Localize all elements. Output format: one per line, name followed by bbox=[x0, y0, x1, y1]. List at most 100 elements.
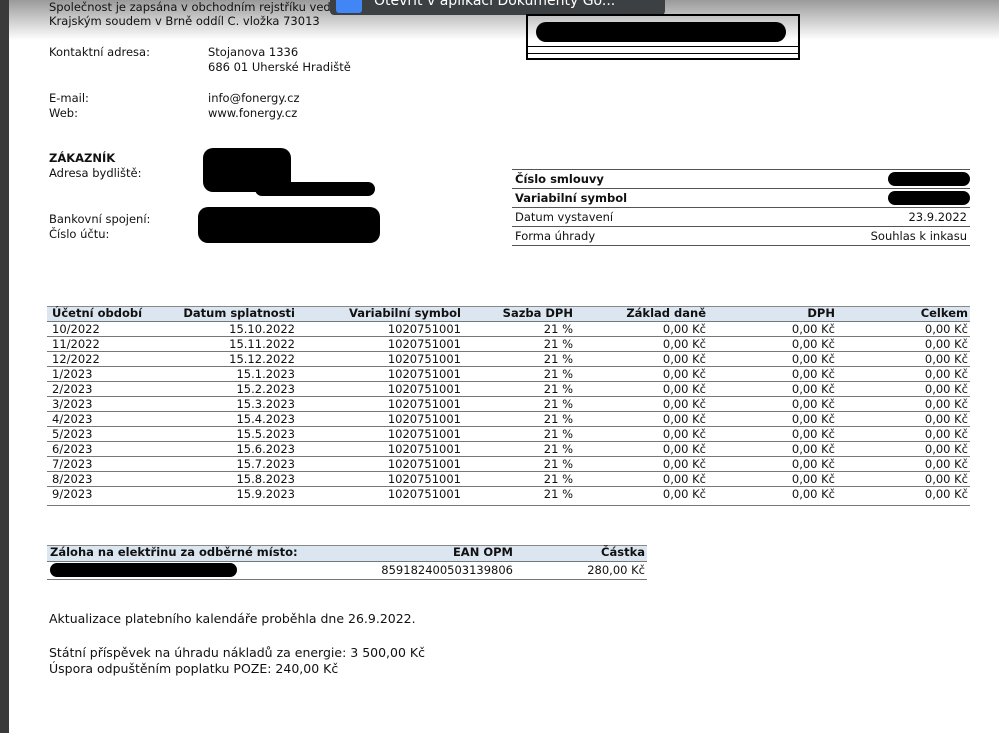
cell: 1020751001 bbox=[387, 472, 461, 486]
cell: 21 % bbox=[543, 382, 573, 396]
label: Variabilní symbol bbox=[515, 191, 628, 205]
cell: 0,00 Kč bbox=[924, 472, 968, 486]
column-header: Sazba DPH bbox=[502, 306, 573, 320]
button-label: Otevřít v aplikaci Dokumenty Go... bbox=[374, 0, 616, 9]
cell: 7/2023 bbox=[52, 457, 93, 471]
label: Bankovní spojení: bbox=[49, 212, 151, 226]
cell: 0,00 Kč bbox=[924, 322, 968, 336]
cell: 0,00 Kč bbox=[791, 412, 835, 426]
rule bbox=[47, 426, 970, 427]
rule bbox=[47, 441, 970, 442]
heading: ZÁKAZNÍK bbox=[49, 151, 116, 165]
cell: 1020751001 bbox=[387, 397, 461, 411]
cell: 21 % bbox=[543, 457, 573, 471]
cell: 0,00 Kč bbox=[791, 322, 835, 336]
cell: 15.11.2022 bbox=[229, 337, 295, 351]
label: Forma úhrady bbox=[515, 229, 596, 243]
cell: 0,00 Kč bbox=[791, 367, 835, 381]
rule bbox=[512, 226, 970, 227]
cell: 21 % bbox=[543, 367, 573, 381]
rule bbox=[47, 456, 970, 457]
cell: 15.7.2023 bbox=[236, 457, 295, 471]
cell: 0,00 Kč bbox=[924, 457, 968, 471]
rule bbox=[47, 486, 970, 487]
cell: 0,00 Kč bbox=[924, 442, 968, 456]
cell: 0,00 Kč bbox=[791, 397, 835, 411]
side-strip bbox=[0, 0, 9, 733]
label: Kontaktní adresa: bbox=[49, 45, 150, 59]
text: www.fonergy.cz bbox=[208, 106, 298, 120]
cell: 1020751001 bbox=[387, 367, 461, 381]
cell: 0,00 Kč bbox=[662, 472, 706, 486]
rule bbox=[512, 207, 970, 208]
label: E-mail: bbox=[49, 91, 89, 105]
cell: 0,00 Kč bbox=[791, 382, 835, 396]
cell: 0,00 Kč bbox=[662, 442, 706, 456]
text: info@fonergy.cz bbox=[208, 91, 300, 105]
cell: 0,00 Kč bbox=[924, 397, 968, 411]
cell: 15.3.2023 bbox=[236, 397, 295, 411]
cell: 859182400503139806 bbox=[381, 563, 513, 577]
note: Aktualizace platebního kalendáře proběhl… bbox=[49, 611, 416, 626]
cell: 21 % bbox=[543, 337, 573, 351]
cell: 4/2023 bbox=[52, 412, 93, 426]
cell: 1020751001 bbox=[387, 442, 461, 456]
cell: 6/2023 bbox=[52, 442, 93, 456]
rule bbox=[47, 561, 647, 562]
rule bbox=[512, 169, 970, 170]
text: Stojanova 1336 bbox=[208, 45, 299, 59]
cell: 21 % bbox=[543, 487, 573, 501]
cell: 15.5.2023 bbox=[236, 427, 295, 441]
cell: 0,00 Kč bbox=[662, 382, 706, 396]
rule bbox=[47, 351, 970, 352]
cell: 15.9.2023 bbox=[236, 487, 295, 501]
cell: 1020751001 bbox=[387, 457, 461, 471]
cell: 0,00 Kč bbox=[791, 487, 835, 501]
rule bbox=[47, 381, 970, 382]
docs-icon bbox=[336, 0, 362, 13]
rule bbox=[47, 471, 970, 472]
label: Číslo smlouvy bbox=[515, 172, 604, 186]
cell: 0,00 Kč bbox=[924, 412, 968, 426]
redaction bbox=[198, 207, 380, 243]
cell: 0,00 Kč bbox=[662, 412, 706, 426]
column-header: Částka bbox=[601, 545, 645, 559]
redacted-box bbox=[526, 14, 800, 60]
cell: 15.1.2023 bbox=[236, 367, 295, 381]
value: 23.9.2022 bbox=[908, 210, 967, 224]
cell: 15.12.2022 bbox=[229, 352, 295, 366]
cell: 1/2023 bbox=[52, 367, 93, 381]
cell: 1020751001 bbox=[387, 382, 461, 396]
redaction bbox=[50, 563, 237, 577]
redaction bbox=[888, 191, 970, 205]
cell: 15.8.2023 bbox=[236, 472, 295, 486]
cell: 15.10.2022 bbox=[229, 322, 295, 336]
cell: 0,00 Kč bbox=[662, 427, 706, 441]
column-header: EAN OPM bbox=[452, 545, 513, 559]
column-header: DPH bbox=[807, 306, 835, 320]
open-button[interactable]: Otevřít v aplikaci Dokumenty Go... bbox=[330, 0, 665, 15]
cell: 1020751001 bbox=[387, 427, 461, 441]
redaction bbox=[888, 172, 970, 186]
cell: 9/2023 bbox=[52, 487, 93, 501]
cell: 10/2022 bbox=[52, 322, 100, 336]
cell: 1020751001 bbox=[387, 487, 461, 501]
cell: 15.6.2023 bbox=[236, 442, 295, 456]
cell: 0,00 Kč bbox=[791, 427, 835, 441]
cell: 21 % bbox=[543, 472, 573, 486]
label: Web: bbox=[49, 106, 78, 120]
column-header: Základ daně bbox=[626, 306, 706, 320]
rule bbox=[512, 188, 970, 189]
cell: 0,00 Kč bbox=[662, 337, 706, 351]
rule bbox=[47, 396, 970, 397]
registration: Společnost je zapsána v obchodním rejstř… bbox=[49, 0, 363, 28]
note: Úspora odpuštěním poplatku POZE: 240,00 … bbox=[49, 661, 339, 676]
column-header: Datum splatnosti bbox=[183, 306, 295, 320]
cell: 0,00 Kč bbox=[791, 352, 835, 366]
cell: 0,00 Kč bbox=[662, 457, 706, 471]
cell: 12/2022 bbox=[52, 352, 100, 366]
label: Datum vystavení bbox=[515, 210, 614, 224]
cell: 1020751001 bbox=[387, 412, 461, 426]
cell: 15.4.2023 bbox=[236, 412, 295, 426]
